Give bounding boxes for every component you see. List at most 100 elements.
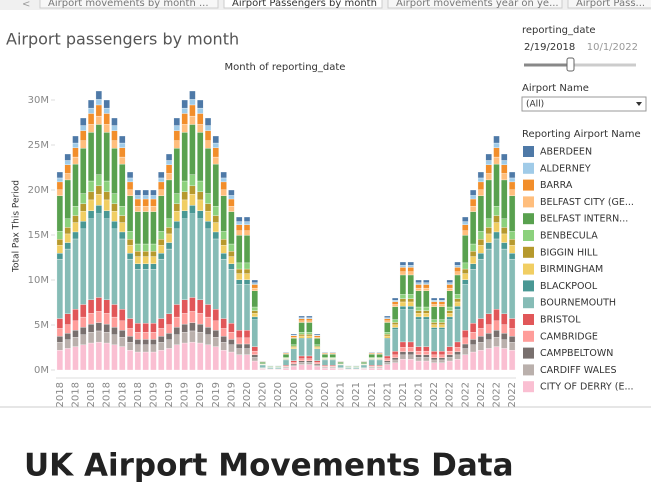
- bar-segment: [103, 332, 110, 344]
- slider-handle[interactable]: [566, 57, 575, 72]
- bar-segment: [243, 343, 251, 349]
- bar-segment: [462, 262, 469, 270]
- bar-segment: [173, 221, 180, 230]
- bar-segment: [80, 344, 87, 371]
- bar-segment: [72, 238, 79, 310]
- bar-segment: [72, 142, 79, 148]
- bar-segment: [298, 334, 305, 337]
- bar-segment: [204, 117, 212, 126]
- bar-segment: [95, 115, 102, 125]
- bar-segment: [399, 265, 407, 268]
- bar-segment: [306, 362, 313, 365]
- bar-segment: [111, 148, 118, 194]
- bar-segment: [228, 323, 235, 333]
- bar-segment: [368, 351, 375, 353]
- bar-segment: [290, 363, 297, 366]
- x-tick-label: 2020: [273, 382, 284, 407]
- bar-segment: [508, 245, 516, 254]
- bar-segment: [470, 243, 477, 252]
- bar-segment: [72, 147, 79, 158]
- bar-segment: [431, 354, 438, 358]
- bar-segment: [501, 248, 508, 314]
- bar-segment: [438, 319, 446, 323]
- bar-segment: [454, 274, 461, 295]
- bar-segment: [119, 309, 126, 322]
- bar-segment: [189, 185, 196, 195]
- tab[interactable]: [39, 0, 219, 9]
- bar-segment: [423, 282, 430, 285]
- bar-segment: [142, 198, 149, 207]
- x-tick-label: 2019: [180, 382, 191, 407]
- bar-segment: [415, 313, 422, 318]
- bar-segment: [119, 346, 126, 371]
- x-tick-label: 2022: [445, 382, 456, 407]
- bar-segment: [87, 113, 95, 125]
- bar-segment: [119, 330, 126, 338]
- bar-segment: [220, 181, 227, 190]
- bar-segment: [407, 274, 414, 295]
- bar-segment: [392, 362, 399, 371]
- tab[interactable]: [567, 0, 651, 9]
- legend-swatch: [523, 364, 534, 376]
- bar-segment: [212, 135, 219, 144]
- bar-segment: [142, 243, 149, 252]
- bar-segment: [103, 323, 110, 333]
- bar-segment: [189, 90, 196, 100]
- bar-segment: [485, 164, 492, 174]
- bar-segment: [56, 258, 64, 319]
- bar-segment: [415, 284, 422, 289]
- bar-segment: [454, 261, 461, 266]
- bar-segment: [103, 180, 110, 192]
- bar-segment: [142, 195, 149, 200]
- bar-segment: [197, 299, 204, 314]
- bar-segment: [142, 323, 149, 333]
- bar-segment: [470, 344, 477, 353]
- bar-segment: [150, 206, 157, 212]
- bar-segment: [438, 301, 446, 305]
- bar-segment: [228, 198, 235, 207]
- bar-segment: [197, 332, 204, 344]
- bar-segment: [290, 337, 297, 339]
- bar-segment: [477, 253, 485, 260]
- bar-segment: [103, 218, 110, 300]
- bar-segment: [314, 366, 321, 371]
- y-tick-label: 25M: [28, 140, 49, 151]
- bar-segment: [126, 189, 134, 196]
- filter-title: Airport Name: [522, 83, 589, 94]
- tab-label: Airport Pass...: [576, 0, 645, 9]
- bar-segment: [251, 350, 258, 355]
- bar-segment: [298, 317, 305, 319]
- tab-arrow[interactable]: <: [22, 0, 30, 10]
- bar-segment: [80, 125, 87, 131]
- bar-segment: [485, 179, 492, 219]
- bar-segment: [384, 364, 391, 371]
- bar-segment: [243, 348, 251, 355]
- bar-segment: [298, 355, 305, 359]
- bar-segment: [446, 279, 453, 283]
- bar-segment: [407, 341, 414, 348]
- bar-segment: [392, 322, 399, 325]
- bar-segment: [446, 346, 453, 352]
- tab[interactable]: [223, 0, 383, 9]
- bar-segment: [189, 174, 196, 187]
- bar-segment: [399, 359, 407, 371]
- bar-segment: [259, 361, 266, 364]
- bar-segment: [392, 306, 399, 320]
- legend-label: CAMPBELTOWN: [540, 348, 613, 359]
- bar-segment: [462, 348, 469, 355]
- bar-segment: [87, 132, 95, 182]
- bar-segment: [384, 332, 391, 335]
- bar-segment: [236, 330, 243, 339]
- bar-segment: [306, 337, 313, 340]
- bar-segment: [126, 350, 134, 371]
- bar-segment: [493, 215, 500, 223]
- bar-segment: [477, 231, 485, 240]
- bar-segment: [399, 301, 407, 307]
- dropdown[interactable]: [521, 96, 647, 112]
- bar-segment: [150, 332, 157, 340]
- bar-segment: [438, 322, 446, 325]
- bar-segment: [431, 324, 438, 328]
- tab[interactable]: [387, 0, 563, 9]
- bar-segment: [384, 337, 391, 340]
